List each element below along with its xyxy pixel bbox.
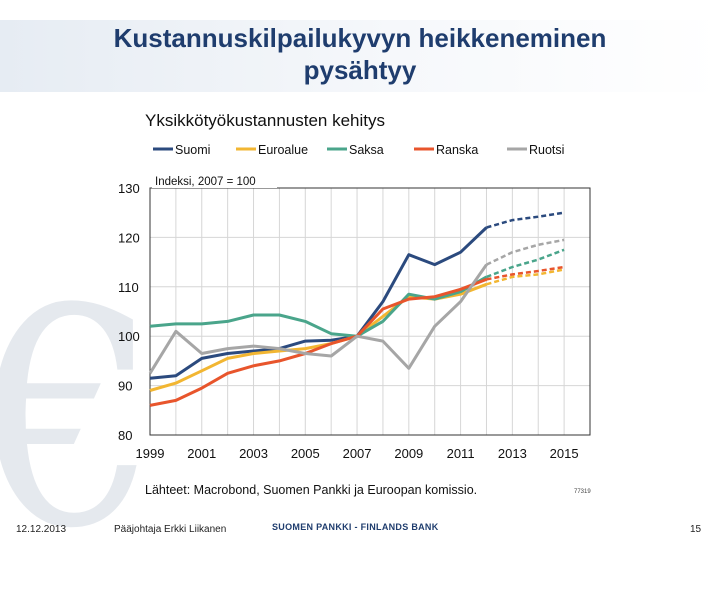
series-line-ranska — [149, 277, 488, 407]
chart-source: Lähteet: Macrobond, Suomen Pankki ja Eur… — [145, 483, 477, 497]
chart-grid — [150, 188, 590, 435]
slide-title-line2: pysähtyy — [303, 55, 417, 85]
x-tick-label: 1999 — [136, 446, 165, 461]
footer-author: Pääjohtaja Erkki Liikanen — [114, 524, 227, 535]
chart-code: 77319 — [574, 489, 591, 495]
series-forecast-euroalue — [486, 268, 565, 286]
y-tick-label: 130 — [118, 181, 140, 196]
slide-title-line1: Kustannuskilpailukyvyn heikkeneminen — [113, 23, 607, 53]
y-tick-label: 120 — [118, 230, 140, 245]
y-axis: 80 90 100 110 120 130 — [118, 181, 140, 443]
x-tick-label: 2003 — [239, 446, 268, 461]
x-tick-label: 2011 — [447, 446, 475, 461]
euro-watermark-icon: € — [0, 245, 161, 594]
chart-title: Yksikkötyökustannusten kehitys — [145, 111, 385, 130]
series-forecast-ruotsi — [485, 238, 565, 266]
chart-series — [148, 211, 565, 407]
x-tick-label: 2013 — [498, 446, 527, 461]
y-tick-label: 90 — [118, 379, 132, 394]
x-tick-label: 2001 — [187, 446, 216, 461]
unit-labour-cost-chart: Yksikkötyökustannusten kehitys Suomi Euro… — [118, 111, 591, 497]
legend-label: Ruotsi — [529, 143, 564, 157]
x-tick-label: 2009 — [394, 446, 423, 461]
footer-page-number: 15 — [690, 524, 702, 535]
series-line-saksa — [149, 275, 488, 338]
y-tick-label: 80 — [118, 428, 132, 443]
x-axis: 1999 2001 2003 2005 2007 2009 2011 2013 2015 — [136, 446, 579, 461]
plot-frame — [149, 187, 591, 436]
title-band — [0, 20, 720, 92]
chart-note: Indeksi, 2007 = 100 — [155, 176, 256, 188]
footer-bank-name: SUOMEN PANKKI - FINLANDS BANK — [272, 522, 439, 532]
series-forecast-saksa — [486, 248, 565, 279]
series-forecast-suomi — [486, 211, 565, 229]
y-tick-label: 110 — [118, 280, 139, 295]
legend-label: Euroalue — [258, 143, 308, 157]
x-tick-label: 2015 — [550, 446, 579, 461]
note-background — [152, 172, 277, 188]
series-line-suomi — [149, 226, 488, 380]
x-tick-label: 2007 — [343, 446, 372, 461]
x-tick-label: 2005 — [291, 446, 320, 461]
series-forecast-ranska — [486, 265, 565, 281]
chart-legend: Suomi Euroalue Saksa Ranska Ruotsi — [153, 143, 564, 157]
series-line-ruotsi — [148, 263, 488, 375]
slide-title: Kustannuskilpailukyvyn heikkeneminen pys… — [0, 22, 720, 86]
legend-label: Ranska — [436, 143, 478, 157]
footer-date: 12.12.2013 — [16, 524, 67, 535]
y-tick-label: 100 — [118, 329, 140, 344]
legend-label: Suomi — [175, 143, 210, 157]
legend-label: Saksa — [349, 143, 384, 157]
